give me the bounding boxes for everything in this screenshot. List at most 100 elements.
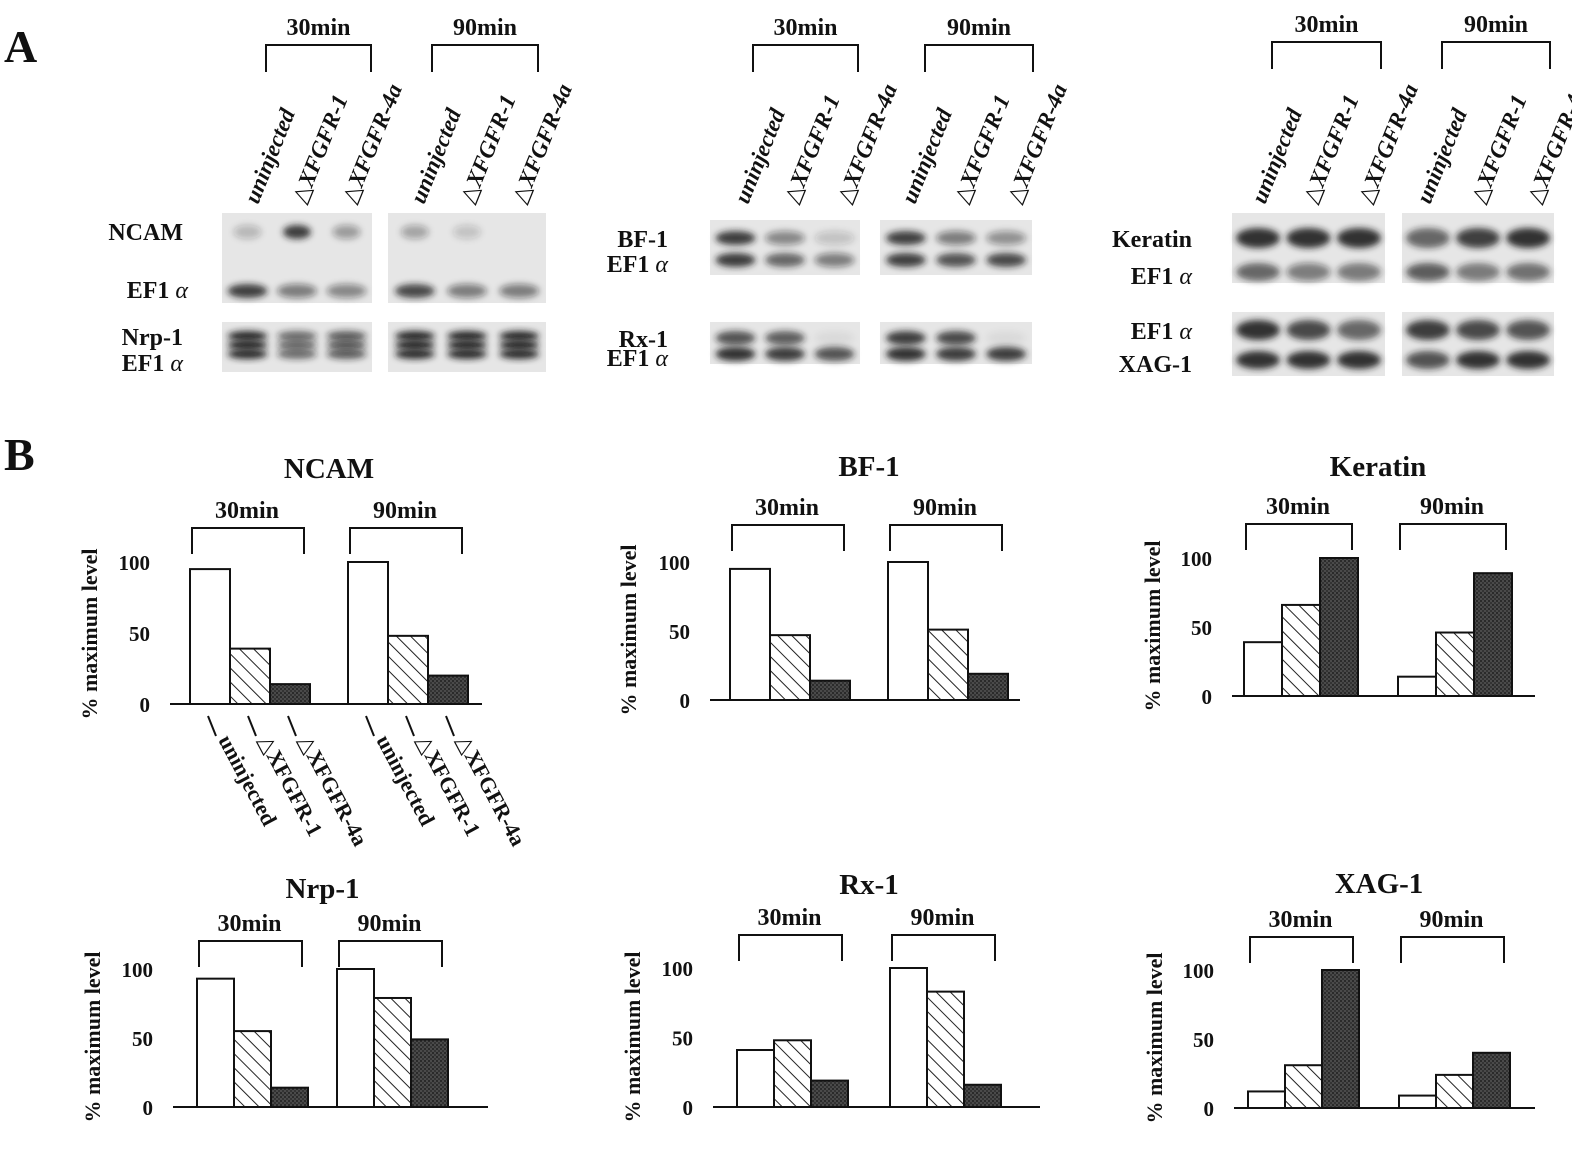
chart-0-bracket-1 — [349, 527, 463, 554]
chart-2-group-label-1: 90min — [1420, 494, 1484, 520]
blot-label-bottom: XAG-1 — [1119, 352, 1192, 378]
chart-2-bar-0-0 — [1243, 641, 1283, 697]
blot-2-bracket-1 — [1441, 41, 1551, 69]
blot-label-top: Rx-1 — [619, 327, 668, 353]
blot-label-greek: α — [655, 252, 668, 278]
chart-0-x-tick-1-0 — [365, 715, 375, 737]
chart-0-group-label-0: 30min — [215, 498, 279, 524]
chart-4-group-label-1: 90min — [910, 905, 974, 931]
chart-0-y-tick-0: 0 — [140, 693, 151, 717]
blot-2-0-band-top — [1405, 228, 1450, 248]
blot-0-0-band-top — [332, 225, 361, 239]
blot-label-bottom: EF1 α — [1131, 264, 1193, 290]
blot-1-1-band-top — [765, 331, 805, 345]
chart-2-bar-1-1 — [1435, 631, 1475, 698]
blot-1-lane-label-1-0: uninjected — [896, 105, 957, 207]
blot-0-0-band-bottom — [326, 284, 367, 298]
chart-3-bar-0-0 — [196, 977, 235, 1108]
blot-2-0-band-top — [1286, 228, 1331, 248]
chart-5-title: XAG-1 — [1335, 868, 1424, 900]
blot-1-0-band-top — [986, 231, 1027, 245]
blot-label-bottom: EF1 α — [127, 278, 189, 304]
chart-2-title: Keratin — [1330, 451, 1427, 483]
blot-0-1-band — [227, 331, 268, 341]
blot-0-bracket-1 — [431, 44, 539, 72]
blot-1-1-band-top — [936, 331, 976, 345]
blot-0-1-band — [326, 331, 367, 341]
blot-1-1-band-bottom — [814, 347, 855, 361]
blot-1-1-band-top — [715, 331, 756, 345]
blot-2-lane-label-0-1: △XFGFR-1 — [1297, 91, 1363, 207]
blot-1-1-band-bottom — [986, 347, 1027, 361]
chart-1-y-label: % maximum level — [616, 544, 641, 715]
chart-1-bar-1-1 — [927, 628, 969, 701]
blot-0-0-band-bottom — [447, 284, 487, 298]
blot-0-1-band — [499, 331, 540, 341]
blot-0-0-band-top — [453, 225, 481, 239]
blot-0-0-band-top — [283, 225, 311, 239]
blot-0-time-label-0: 30min — [286, 15, 350, 41]
blot-label-top: EF1 α — [1131, 319, 1193, 345]
blot-2-1-band-bottom — [1336, 351, 1381, 369]
blot-2-time-label-0: 30min — [1294, 12, 1358, 38]
blot-1-0-band-bottom — [986, 253, 1027, 267]
blot-2-0-band-bottom — [1286, 263, 1331, 281]
chart-4-y-tick-100: 100 — [662, 957, 694, 981]
chart-1-bar-0-1 — [769, 634, 811, 702]
blot-0-1-band — [326, 340, 367, 350]
blot-1-time-label-0: 30min — [773, 15, 837, 41]
blot-2-0-band-top — [1506, 228, 1551, 248]
blot-2-0-band-top — [1456, 228, 1500, 248]
chart-5-group-label-0: 30min — [1268, 907, 1332, 933]
chart-5-bar-0-0 — [1247, 1090, 1286, 1109]
chart-4-bar-1-0 — [889, 967, 928, 1108]
chart-3-bar-1-0 — [336, 968, 375, 1108]
chart-5-group-label-1: 90min — [1419, 907, 1483, 933]
blot-2-0-band-bottom — [1405, 263, 1450, 281]
blot-1-0-band-bottom — [814, 253, 855, 267]
chart-5-bar-1-1 — [1435, 1073, 1474, 1110]
blot-0-0-band-bottom — [227, 284, 268, 298]
blot-label-top: Nrp-1 — [122, 325, 183, 351]
blot-0-bracket-0 — [265, 44, 372, 72]
blot-1-1-band-bottom — [715, 347, 756, 361]
blot-1-0-band-bottom — [936, 253, 976, 267]
chart-4-y-tick-0: 0 — [683, 1096, 694, 1120]
chart-5-y-tick-50: 50 — [1193, 1028, 1214, 1052]
blot-0-0-band-bottom — [499, 284, 540, 298]
chart-5-bracket-1 — [1400, 936, 1505, 963]
blot-0-1-band — [499, 340, 540, 350]
blot-2-bracket-0 — [1271, 41, 1382, 69]
chart-2-bar-1-0 — [1397, 675, 1437, 697]
chart-1-bracket-1 — [889, 524, 1003, 551]
chart-1-y-tick-100: 100 — [659, 551, 691, 575]
blot-0-1-band — [394, 340, 435, 350]
blot-0-0-band-top — [233, 225, 262, 239]
chart-3-y-tick-100: 100 — [122, 958, 154, 982]
blot-1-0-band-top — [814, 231, 855, 245]
chart-4-bar-1-2 — [963, 1083, 1002, 1109]
blot-2-0-band-bottom — [1236, 263, 1281, 281]
chart-3-y-tick-0: 0 — [143, 1096, 154, 1120]
chart-1-group-label-0: 30min — [755, 495, 819, 521]
chart-1-y-tick-50: 50 — [669, 620, 690, 644]
blot-0-1-band — [277, 340, 317, 350]
chart-0-x-tick-1-1 — [405, 715, 415, 737]
blot-0-1-band — [499, 349, 540, 359]
blot-2-0-band-bottom — [1506, 263, 1551, 281]
chart-5-y-label: % maximum level — [1142, 952, 1167, 1123]
chart-0-group-label-1: 90min — [373, 498, 437, 524]
blot-2-lane-label-0-2: △XFGFR-4a — [1352, 80, 1423, 206]
blot-0-1-band — [394, 331, 435, 341]
blot-2-1-band-top — [1336, 320, 1381, 340]
chart-5-bar-1-0 — [1398, 1094, 1437, 1109]
blot-2-1-band-top — [1456, 320, 1500, 340]
blot-label-top: BF-1 — [617, 227, 668, 253]
chart-0-bar-1-0 — [347, 561, 389, 705]
blot-1-0-band-top — [765, 231, 805, 245]
blot-label-greek: α — [1179, 264, 1192, 290]
blot-0-1-band — [277, 349, 317, 359]
chart-4-group-label-0: 30min — [757, 905, 821, 931]
